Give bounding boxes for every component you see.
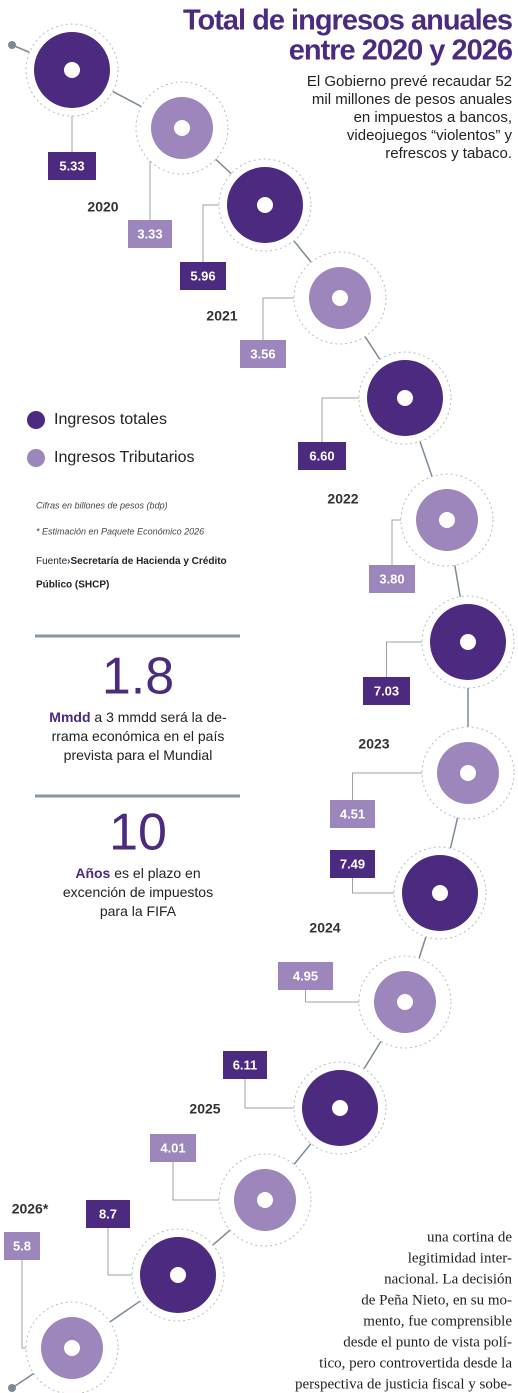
stat-text: excención de impuestos: [63, 884, 213, 900]
subtitle: mil millones de pesos anuales: [312, 91, 512, 108]
tributarios-value: 5.8: [13, 1238, 31, 1253]
stat-line: rrama económica en el país: [52, 728, 225, 744]
end-dot: [8, 1384, 16, 1392]
body-text: perspectiva de justicia fiscal y sobe-: [295, 1376, 512, 1392]
tributarios-box: [330, 800, 375, 828]
stat-line: prevista para el Mundial: [64, 747, 213, 763]
total-box: [330, 850, 375, 878]
total-box: [298, 442, 346, 470]
tributarios-box: [278, 962, 333, 990]
year-label: 2023: [358, 736, 389, 752]
stat-value: 1.8: [102, 648, 174, 706]
source-arrow: ›: [67, 556, 70, 567]
total-value: 5.33: [59, 158, 84, 173]
total-box: [223, 1051, 267, 1079]
circle-center: [257, 197, 273, 213]
stat-line: a 3 mmdd será la de-: [91, 709, 228, 725]
body-text: desde el punto de vista polí-: [343, 1334, 512, 1350]
body-text: legitimidad inter-: [408, 1250, 512, 1266]
source: Fuente›Secretaría de Hacienda y Crédito: [36, 556, 227, 567]
body-text: tico, pero controvertida desde la: [319, 1355, 512, 1371]
note: * Estimación en Paquete Económico 2026: [36, 526, 204, 536]
stat-bold: Mmdd: [49, 709, 90, 725]
year-label: 2021: [206, 308, 237, 324]
body-text: nacional. La decisión: [384, 1271, 512, 1287]
circle-center: [397, 994, 413, 1010]
tributarios-value: 4.01: [160, 1140, 185, 1155]
chain-line: [11, 44, 469, 1389]
circle-center: [257, 1192, 273, 1208]
stat-text: prevista para el Mundial: [64, 747, 213, 763]
circle-center: [432, 885, 448, 901]
stat-bold: Años: [75, 865, 110, 881]
circle-center: [332, 290, 348, 306]
total-value: 7.49: [340, 856, 365, 871]
circle-center: [460, 634, 476, 650]
stat-line: para la FIFA: [100, 903, 177, 919]
total-value: 8.7: [99, 1206, 117, 1221]
note: Cifras en billones de pesos (bdp): [36, 500, 168, 510]
total-value: 6.11: [233, 1057, 258, 1072]
stat-text: rrama económica en el país: [52, 728, 225, 744]
total-box: [48, 152, 96, 180]
tributarios-value: 3.80: [379, 571, 404, 586]
tributarios-value: 4.95: [293, 968, 318, 983]
tributarios-value: 3.33: [137, 226, 162, 241]
total-box: [180, 262, 226, 290]
stat-text: Mmdd a 3 mmdd será la de-: [49, 709, 227, 725]
body-text: de Peña Nieto, en su mo-: [361, 1292, 512, 1308]
subtitle: videojuegos “violentos” y: [347, 127, 513, 144]
year-label: 2026*: [12, 1201, 49, 1217]
circle-center: [174, 120, 190, 136]
circle-center: [397, 390, 413, 406]
legend-label: Ingresos totales: [54, 411, 167, 428]
circle-center: [64, 62, 80, 78]
circle-center: [64, 1340, 80, 1356]
tributarios-box: [128, 220, 172, 248]
end-dot: [8, 41, 16, 49]
legend-label: Ingresos Tributarios: [54, 449, 195, 466]
total-value: 7.03: [374, 683, 399, 698]
source-name: Público (SHCP): [36, 580, 109, 591]
stat-value: 10: [109, 804, 167, 862]
body-text: una cortina de: [427, 1229, 512, 1245]
circle-center: [460, 765, 476, 781]
tributarios-box: [369, 565, 415, 593]
total-box: [86, 1200, 130, 1228]
title: entre 2020 y 2026: [289, 35, 513, 67]
stat-line: excención de impuestos: [63, 884, 213, 900]
legend-swatch: [27, 449, 45, 467]
circle-center: [170, 1267, 186, 1283]
tributarios-value: 3.56: [250, 346, 275, 361]
subtitle: El Gobierno prevé recaudar 52: [307, 73, 512, 90]
tributarios-box: [150, 1134, 196, 1162]
year-label: 2025: [189, 1101, 220, 1117]
source-name: Secretaría de Hacienda y Crédito: [70, 556, 226, 567]
source-label: Fuente: [36, 556, 68, 567]
subtitle: en impuestos a bancos,: [354, 109, 512, 126]
year-label: 2022: [327, 491, 358, 507]
tributarios-box: [240, 340, 286, 368]
subtitle: refrescos y tabaco.: [385, 145, 512, 162]
circle-center: [332, 1100, 348, 1116]
tributarios-value: 4.51: [340, 806, 365, 821]
legend-swatch: [27, 411, 45, 429]
stat-line: es el plazo en: [110, 865, 200, 881]
stat-text: Años es el plazo en: [75, 865, 200, 881]
tributarios-box: [4, 1232, 40, 1260]
stat-text: para la FIFA: [100, 903, 177, 919]
year-label: 2024: [309, 920, 340, 936]
body-text: mento, fue comprensible: [363, 1313, 512, 1329]
total-value: 6.60: [309, 448, 334, 463]
total-value: 5.96: [190, 268, 215, 283]
total-box: [363, 677, 410, 705]
title: Total de ingresos anuales: [183, 5, 512, 37]
year-label: 2020: [87, 199, 118, 215]
circle-center: [439, 512, 455, 528]
